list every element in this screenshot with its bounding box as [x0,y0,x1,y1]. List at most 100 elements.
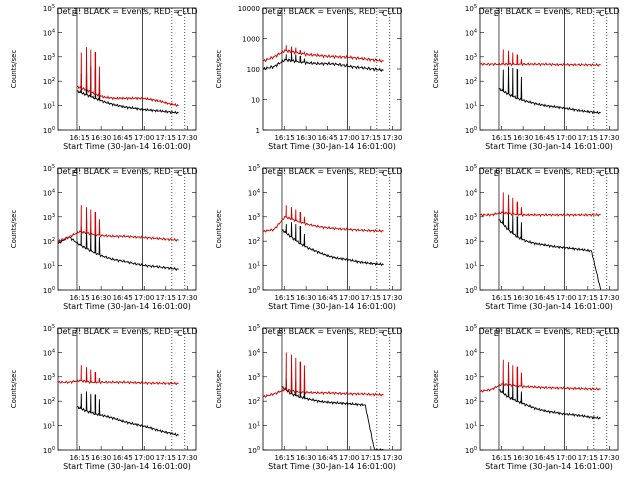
x-tick-label: 17:15 [361,294,381,302]
flag-label: C [382,9,388,18]
x-tick-label: 16:15 [69,294,89,302]
y-tick-label: 105 [43,164,55,173]
y-tick-label: 101 [43,422,55,431]
y-axis-label: Counts/sec [432,370,440,409]
x-tick-label: 17:15 [156,454,176,462]
series-line [479,359,601,393]
x-tick-label: 16:45 [113,294,133,302]
y-tick-label: 104 [43,28,55,37]
y-tick-label: 100 [465,286,477,295]
x-tick-label: 17:30 [599,294,619,302]
y-tick-label: 100 [43,446,55,455]
y-tick-label: 105 [248,324,260,333]
series-line [57,226,179,271]
y-tick-label: 101 [465,262,477,271]
y-tick-label: 104 [248,348,260,357]
x-tick-label: 17:30 [177,454,197,462]
detector-panel: Det 1: BLACK = Events, RED = LLD Counts/s… [10,4,197,151]
x-tick-label: 17:00 [134,134,154,142]
x-tick-label: 17:00 [556,294,576,302]
x-tick-label: 17:00 [134,454,154,462]
x-tick-label: 17:00 [556,134,576,142]
flag-label: E [494,329,499,338]
y-tick-label: 105 [248,164,260,173]
detector-panel: Det 8: BLACK = Events, RED = LLD Counts/s… [215,324,402,471]
x-tick-label: 16:30 [513,294,533,302]
x-axis-label: Start Time (30-Jan-14 16:01:00) [485,462,613,471]
x-tick-label: 17:30 [599,454,619,462]
x-axis-label: Start Time (30-Jan-14 16:01:00) [63,302,191,311]
flag-label: C [599,169,605,178]
detector-panel: Det 6: BLACK = Events, RED = LLD Counts/s… [432,164,619,311]
y-tick-label: 105 [465,324,477,333]
y-tick-label: 100 [43,126,55,135]
x-tick-label: 16:15 [69,134,89,142]
series-line [281,222,384,267]
y-tick-label: 105 [43,4,55,13]
series-line [479,192,601,218]
panel-title: Det 5: BLACK = Events, RED = LLD [262,167,403,176]
y-tick-label: 100 [465,446,477,455]
y-tick-label: 101 [248,422,260,431]
x-tick-label: 17:15 [578,454,598,462]
y-axis-label: Counts/sec [215,370,223,409]
detector-panel: Det 7: BLACK = Events, RED = LLD Counts/s… [10,324,197,471]
plot-frame [262,327,402,451]
series-line [479,49,601,67]
flag-label: E [277,329,282,338]
y-axis-label: Counts/sec [215,50,223,89]
x-tick-label: 16:15 [69,454,89,462]
y-tick-label: 100 [248,286,260,295]
x-tick-label: 16:45 [318,454,338,462]
y-tick-label: 103 [43,53,55,62]
y-tick-label: 102 [43,77,55,86]
x-tick-label: 17:15 [361,454,381,462]
x-tick-label: 16:30 [91,294,111,302]
x-tick-label: 17:15 [578,294,598,302]
y-tick-label: 103 [43,373,55,382]
detector-panel: Det 4: BLACK = Events, RED = LLD Counts/s… [10,164,197,311]
y-tick-label: 100 [247,66,260,74]
panel-title: Det 3: BLACK = Events, RED = LLD [479,7,620,16]
x-tick-label: 16:15 [491,454,511,462]
detector-panel: Det 3: BLACK = Events, RED = LLD Counts/s… [432,4,619,151]
x-tick-label: 17:00 [339,294,359,302]
y-tick-label: 102 [248,237,260,246]
y-axis-label: Counts/sec [10,210,18,249]
flag-label: C [599,9,605,18]
flag-label: C [177,169,183,178]
x-tick-label: 16:45 [113,134,133,142]
y-tick-label: 100 [465,126,477,135]
x-tick-label: 16:45 [535,294,555,302]
series-line [281,379,384,451]
flag-label: C [599,329,605,338]
x-tick-label: 17:00 [556,454,576,462]
y-tick-label: 104 [465,188,477,197]
x-axis-label: Start Time (30-Jan-14 16:01:00) [268,142,396,151]
x-tick-label: 17:30 [177,294,197,302]
x-tick-label: 16:15 [491,134,511,142]
y-tick-label: 103 [465,53,477,62]
y-tick-label: 105 [465,4,477,13]
x-tick-label: 16:15 [274,134,294,142]
y-tick-label: 103 [43,213,55,222]
x-axis-label: Start Time (30-Jan-14 16:01:00) [268,462,396,471]
y-tick-label: 104 [465,348,477,357]
panel-title: Det 2: BLACK = Events, RED = LLD [262,7,403,16]
series-line [498,380,601,420]
y-tick-label: 10 [251,97,260,105]
flag-label: E [72,9,77,18]
x-tick-label: 16:15 [274,294,294,302]
x-tick-label: 16:30 [513,454,533,462]
panel-title: Det 4: BLACK = Events, RED = LLD [57,167,198,176]
flag-label: C [177,9,183,18]
detector-panel: Det 2: BLACK = Events, RED = LLD Counts/s… [215,5,402,151]
y-tick-label: 100 [248,446,260,455]
panel-title: Det 9: BLACK = Events, RED = LLD [479,327,620,336]
panel-title: Det 1: BLACK = Events, RED = LLD [57,7,198,16]
x-tick-label: 17:30 [382,294,402,302]
x-axis-label: Start Time (30-Jan-14 16:01:00) [63,462,191,471]
x-tick-label: 16:30 [296,294,316,302]
y-tick-label: 104 [465,28,477,37]
